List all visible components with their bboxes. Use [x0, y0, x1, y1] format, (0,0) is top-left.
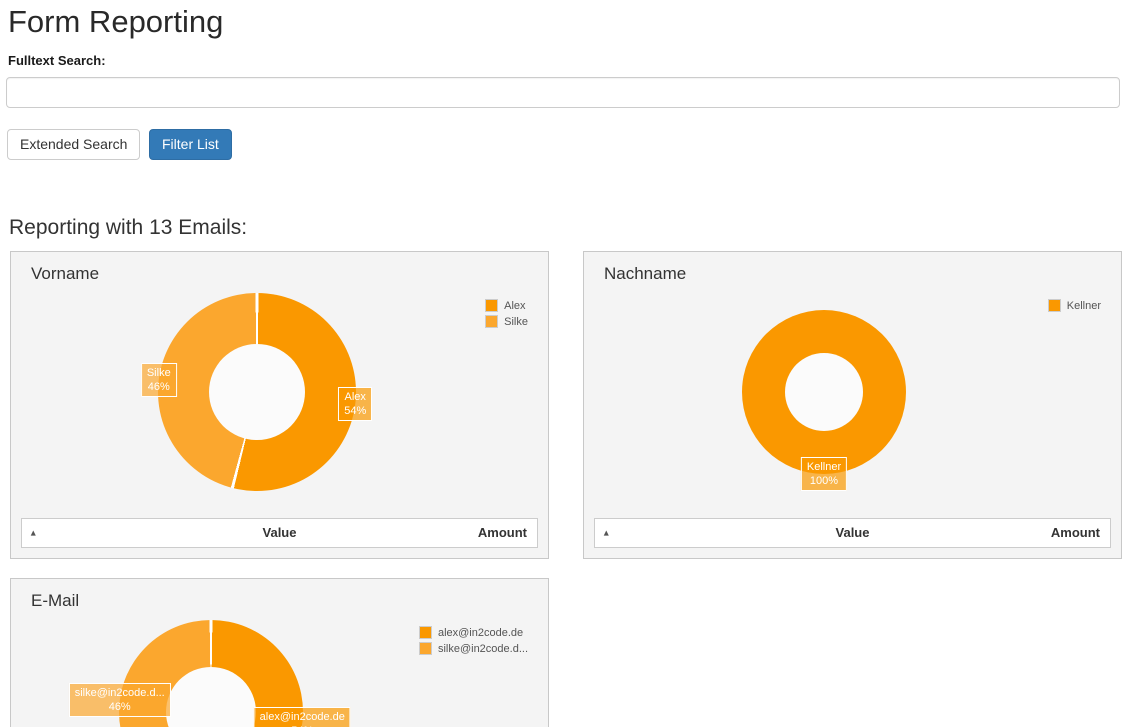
legend-item: Alex	[485, 299, 528, 312]
donut-hole	[166, 667, 256, 727]
legend-item: silke@in2code.d...	[418, 642, 528, 655]
page-title: Form Reporting	[8, 4, 224, 39]
extended-search-button[interactable]: Extended Search	[7, 129, 141, 160]
legend-color-swatch	[418, 642, 432, 655]
slice-label: alex@in2code.de54%	[253, 706, 351, 727]
panel-title: Nachname	[604, 264, 687, 283]
value-column-header[interactable]: Value	[835, 525, 870, 540]
legend-label: alex@in2code.de	[437, 626, 524, 639]
chart-legend: alex@in2code.de silke@in2code.d...	[418, 626, 528, 658]
sort-asc-icon[interactable]: ▴	[604, 527, 609, 538]
legend-item: Silke	[485, 315, 528, 328]
table-header-row: ▴ Value Amount	[21, 518, 538, 548]
slice-label: Silke 46%	[140, 362, 177, 397]
chart-legend: Alex Silke	[485, 299, 528, 331]
donut-hole	[785, 353, 863, 431]
fulltext-search-input[interactable]	[6, 77, 1120, 108]
panel-title: E-Mail	[31, 591, 80, 610]
section-heading: Reporting with 13 Emails:	[9, 216, 248, 239]
legend-color-swatch	[485, 299, 499, 312]
legend-item: alex@in2code.de	[418, 626, 528, 639]
sort-asc-icon[interactable]: ▴	[31, 527, 36, 538]
legend-item: Kellner	[1047, 299, 1101, 312]
legend-label: Silke	[504, 315, 528, 328]
panel-title: Vorname	[31, 264, 100, 283]
legend-color-swatch	[485, 315, 499, 328]
slice-label: silke@in2code.d... 46%	[68, 683, 171, 718]
legend-label: Alex	[504, 299, 526, 312]
legend-color-swatch	[1047, 299, 1061, 312]
donut-hole	[209, 344, 305, 440]
chart-legend: Kellner	[1047, 299, 1101, 315]
chart-panel-email: E-Mail alex@in2code.de silke@in2code.d...…	[10, 578, 549, 727]
donut-chart: Alex Silke Alex 54% Silke 46%	[21, 291, 538, 513]
legend-label: Kellner	[1066, 299, 1101, 312]
amount-column-header[interactable]: Amount	[477, 525, 527, 540]
filter-list-button[interactable]: Filter List	[149, 129, 232, 160]
fulltext-search-label: Fulltext Search:	[8, 53, 106, 68]
chart-panel-vorname: Vorname Alex Silke Alex 54% Silke 46% ▴ Valu…	[10, 251, 549, 559]
donut-ring	[158, 293, 356, 491]
chart-panel-nachname: Nachname Kellner Kellner 100% ▴ Value Amo…	[583, 251, 1122, 559]
table-header-row: ▴ Value Amount	[594, 518, 1111, 548]
slice-label: Alex 54%	[338, 387, 373, 422]
donut-ring	[742, 310, 906, 474]
legend-label: silke@in2code.d...	[437, 642, 528, 655]
legend-color-swatch	[418, 626, 432, 639]
amount-column-header[interactable]: Amount	[1050, 525, 1100, 540]
donut-chart: Kellner Kellner 100%	[594, 291, 1111, 513]
donut-chart: alex@in2code.de silke@in2code.d... alex@i…	[21, 618, 538, 727]
slice-label: Kellner 100%	[800, 457, 848, 491]
value-column-header[interactable]: Value	[262, 525, 297, 540]
